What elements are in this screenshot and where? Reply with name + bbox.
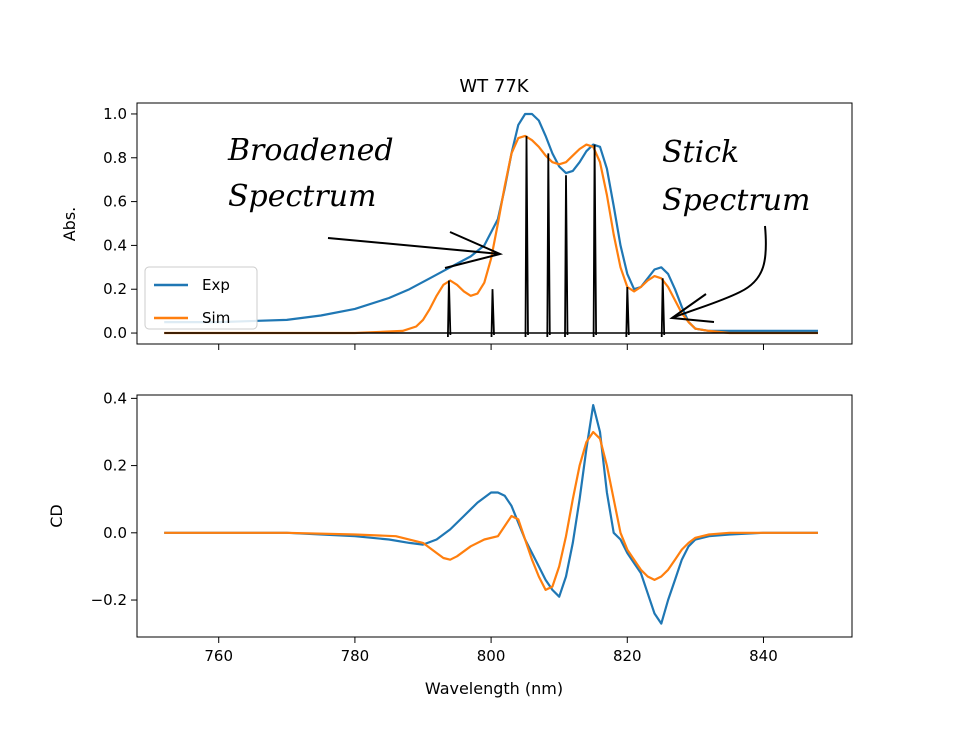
cd-series-exp	[164, 404, 818, 625]
abs-ytick-label: 1.0	[103, 105, 127, 123]
abs-ytick-label: 0.8	[103, 149, 127, 167]
legend-label-exp: Exp	[202, 276, 230, 294]
cd-x-axis: 760 780 800 820 840	[204, 637, 778, 665]
annotation-stick: Stick Spectrum	[662, 135, 810, 323]
stick-line	[524, 135, 529, 338]
cd-ytick-label: −0.2	[91, 591, 127, 609]
stick-line	[564, 175, 569, 338]
annotation-stick-arrowhead	[669, 293, 715, 323]
cd-y-axis-label: CD	[47, 504, 66, 528]
stick-line	[660, 278, 666, 338]
annotation-stick-line1: Stick	[662, 135, 739, 170]
legend: Exp Sim	[144, 266, 258, 330]
cd-plot-frame	[136, 394, 853, 638]
abs-ytick-label: 0.4	[103, 236, 127, 254]
cd-ytick-label: 0.4	[103, 389, 127, 407]
cd-xtick-label: 780	[341, 647, 370, 665]
annotation-broadened-arrowhead	[444, 231, 504, 269]
legend-box	[144, 266, 258, 330]
cd-plot-area	[164, 404, 818, 625]
stick-line	[447, 280, 452, 338]
stick-line	[490, 289, 495, 338]
annotation-broadened-line1: Broadened	[227, 133, 394, 168]
annotation-broadened-line2: Spectrum	[228, 179, 376, 214]
abs-plot-frame	[136, 102, 853, 345]
annotation-stick-arrow	[671, 225, 767, 319]
cd-ytick-label: 0.2	[103, 457, 127, 475]
cd-panel: −0.2 0.0 0.2 0.4 760 780 800 820 840 CD Wavelen…	[47, 389, 853, 698]
abs-ytick-label: 0.0	[103, 324, 127, 342]
abs-y-axis-label: Abs.	[60, 207, 79, 242]
abs-plot-area	[164, 112, 818, 338]
cd-series-sim	[164, 430, 818, 591]
chart-title: WT 77K	[459, 76, 529, 97]
abs-y-axis: 0.0 0.2 0.4 0.6 0.8 1.0	[103, 105, 137, 342]
abs-panel: WT 77K 0.0 0.2 0.4 0.6 0.8 1.0 Abs. Exp Sim B…	[60, 76, 853, 350]
stick-line	[592, 144, 597, 338]
cd-xtick-label: 840	[749, 647, 778, 665]
cd-xtick-label: 820	[613, 647, 642, 665]
cd-xtick-label: 800	[477, 647, 506, 665]
annotation-stick-line2: Spectrum	[662, 183, 810, 218]
abs-ytick-label: 0.6	[103, 193, 127, 211]
stick-line	[625, 286, 630, 338]
abs-x-axis	[218, 344, 764, 350]
abs-ytick-label: 0.2	[103, 280, 127, 298]
stick-line	[546, 153, 551, 338]
cd-xtick-label: 760	[204, 647, 233, 665]
legend-label-sim: Sim	[202, 309, 230, 327]
cd-ytick-label: 0.0	[103, 524, 127, 542]
abs-series-exp	[164, 112, 818, 332]
cd-y-axis: −0.2 0.0 0.2 0.4	[91, 389, 137, 609]
annotation-broadened-arrow	[327, 237, 501, 255]
annotation-broadened: Broadened Spectrum	[227, 133, 504, 269]
x-axis-label: Wavelength (nm)	[425, 679, 563, 698]
